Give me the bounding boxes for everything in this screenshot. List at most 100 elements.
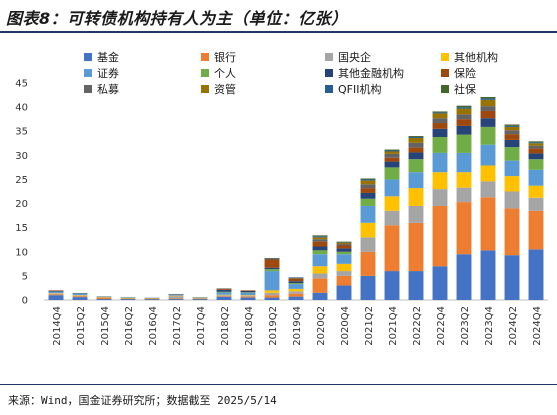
bar-segment bbox=[504, 139, 520, 148]
x-tick-label: 2015Q4 bbox=[100, 306, 111, 346]
bar-segment bbox=[216, 292, 232, 295]
y-tick-label: 35 bbox=[15, 127, 28, 138]
bar-segment bbox=[360, 198, 376, 206]
y-tick-label: 10 bbox=[15, 247, 28, 258]
x-tick-label: 2018Q2 bbox=[220, 306, 231, 346]
bar-segment bbox=[408, 159, 424, 173]
bar-segment bbox=[72, 295, 88, 296]
bar-segment bbox=[480, 181, 496, 198]
bar-segment bbox=[384, 153, 400, 158]
bar-segment bbox=[144, 299, 160, 300]
bar-segment bbox=[408, 152, 424, 160]
legend-item: 证券 bbox=[84, 66, 119, 80]
bar-segment bbox=[192, 298, 208, 299]
bar-segment bbox=[312, 246, 328, 251]
bar-segment bbox=[480, 126, 496, 145]
bar-segment bbox=[504, 130, 520, 135]
legend-label: 国央企 bbox=[338, 51, 371, 64]
bar-segment bbox=[48, 290, 64, 291]
legend-item: 社保 bbox=[441, 82, 476, 96]
bar-segment bbox=[504, 191, 520, 209]
bar-segment bbox=[288, 284, 304, 289]
bar-segment bbox=[72, 293, 88, 296]
bar-segment bbox=[384, 196, 400, 211]
bar-segment bbox=[168, 295, 184, 297]
bar-segment bbox=[216, 291, 232, 293]
bar-segment bbox=[432, 172, 448, 190]
legend-swatch bbox=[325, 69, 333, 77]
legend-swatch bbox=[201, 53, 209, 61]
x-tick-label: 2016Q2 bbox=[124, 306, 135, 346]
bar-segment bbox=[288, 278, 304, 282]
bar-segment bbox=[312, 254, 328, 267]
bar-segment bbox=[48, 295, 64, 300]
bar-segment bbox=[264, 258, 280, 259]
bar-segment bbox=[288, 288, 304, 292]
bar-segment bbox=[336, 245, 352, 249]
bar-segment bbox=[192, 297, 208, 298]
bar-segment bbox=[216, 295, 232, 297]
bar-segment bbox=[120, 297, 136, 298]
legend-item: 基金 bbox=[84, 50, 119, 64]
legend-swatch bbox=[441, 85, 449, 93]
bar-segment bbox=[528, 145, 544, 149]
legend-item: 私募 bbox=[84, 82, 119, 96]
bar-segment bbox=[480, 98, 496, 100]
bar-segment bbox=[264, 258, 280, 260]
bar-segment bbox=[288, 277, 304, 279]
legend-label: 基金 bbox=[97, 51, 119, 64]
bar-segment bbox=[216, 288, 232, 290]
bar-segment bbox=[216, 294, 232, 296]
bar-segment bbox=[384, 225, 400, 272]
bar-segment bbox=[384, 271, 400, 300]
y-tick-label: 5 bbox=[22, 271, 28, 282]
bar-segment bbox=[96, 299, 112, 300]
y-tick-label: 45 bbox=[15, 79, 28, 90]
bar-segment bbox=[264, 269, 280, 272]
bar-segment bbox=[432, 189, 448, 206]
bar-segment bbox=[288, 293, 304, 297]
bar-segment bbox=[360, 180, 376, 185]
x-tick-label: 2024Q2 bbox=[508, 306, 519, 346]
bar-segment bbox=[48, 293, 64, 295]
bar-segment bbox=[528, 249, 544, 300]
y-tick-label: 20 bbox=[15, 199, 28, 210]
bar-segment bbox=[336, 242, 352, 245]
bar-segment bbox=[408, 172, 424, 189]
bar-segment bbox=[240, 295, 256, 297]
bar-segment bbox=[456, 152, 472, 173]
bar-segment bbox=[336, 285, 352, 300]
x-tick-label: 2015Q2 bbox=[76, 306, 87, 346]
legend-label: 资管 bbox=[214, 83, 236, 96]
x-tick-label: 2017Q2 bbox=[172, 306, 183, 346]
bar-segment bbox=[336, 275, 352, 286]
bar-segment bbox=[528, 159, 544, 170]
bar-segment bbox=[336, 248, 352, 252]
bar-segment bbox=[240, 296, 256, 298]
bar-segment bbox=[312, 241, 328, 247]
bar-segment bbox=[432, 128, 448, 138]
bar-segment bbox=[360, 184, 376, 189]
bar-segment bbox=[528, 148, 544, 154]
bar-segment bbox=[48, 294, 64, 296]
bar-segment bbox=[336, 251, 352, 255]
bar-segment bbox=[312, 239, 328, 242]
bar-segment bbox=[72, 296, 88, 298]
legend-swatch bbox=[325, 85, 333, 93]
bar-segment bbox=[72, 295, 88, 297]
bar-segment bbox=[480, 99, 496, 107]
x-tick-label: 2014Q4 bbox=[52, 306, 63, 346]
bar-segment bbox=[528, 142, 544, 144]
bar-segment bbox=[456, 134, 472, 153]
x-tick-label: 2021Q4 bbox=[388, 306, 399, 346]
bar-segment bbox=[384, 161, 400, 168]
bar-segment bbox=[264, 292, 280, 296]
bar-segment bbox=[216, 288, 232, 290]
legend-swatch bbox=[84, 53, 92, 61]
bar-segment bbox=[432, 205, 448, 267]
bar-segment bbox=[336, 263, 352, 272]
bar-segment bbox=[384, 157, 400, 162]
bar-segment bbox=[312, 237, 328, 240]
x-tick-label: 2019Q2 bbox=[268, 306, 279, 346]
